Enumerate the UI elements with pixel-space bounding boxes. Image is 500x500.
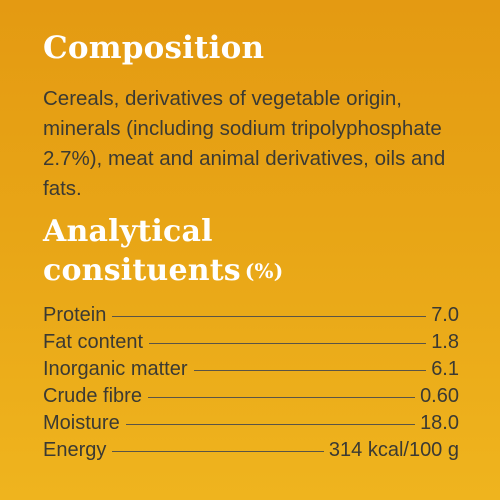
- dotted-leader: [147, 397, 416, 398]
- row-label: Moisture: [43, 412, 120, 434]
- row-value: 7.0: [431, 304, 459, 326]
- row-value: 18.0: [420, 412, 459, 434]
- dotted-leader: [193, 370, 427, 371]
- table-row: Crude fibre 0.60: [43, 385, 459, 412]
- dotted-leader: [125, 424, 416, 425]
- row-label: Crude fibre: [43, 385, 142, 407]
- analytical-heading-line1: Analytical: [43, 214, 213, 249]
- dotted-leader: [112, 316, 427, 317]
- table-row: Moisture 18.0: [43, 412, 459, 439]
- analytical-heading-line2: consituents (%): [43, 253, 283, 288]
- composition-text: Cereals, derivatives of vegetable origin…: [43, 87, 446, 200]
- analytical-table: Protein 7.0 Fat content 1.8 Inorganic ma…: [43, 304, 459, 466]
- row-label: Protein: [43, 304, 107, 326]
- row-label: Inorganic matter: [43, 358, 188, 380]
- row-value: 314 kcal/100 g: [328, 439, 459, 461]
- composition-heading: Composition: [43, 30, 265, 66]
- row-value: 0.60: [420, 385, 459, 407]
- dotted-leader: [149, 343, 427, 344]
- table-row: Fat content 1.8: [43, 331, 459, 358]
- dotted-leader: [112, 451, 324, 452]
- row-label: Fat content: [43, 331, 144, 353]
- table-row: Inorganic matter 6.1: [43, 358, 459, 385]
- table-row: Energy 314 kcal/100 g: [43, 439, 459, 466]
- row-label: Energy: [43, 439, 107, 461]
- percent-unit: (%): [244, 259, 284, 283]
- analytical-heading-word: consituents: [43, 253, 241, 288]
- table-row: Protein 7.0: [43, 304, 459, 331]
- row-value: 1.8: [431, 331, 459, 353]
- row-value: 6.1: [431, 358, 459, 380]
